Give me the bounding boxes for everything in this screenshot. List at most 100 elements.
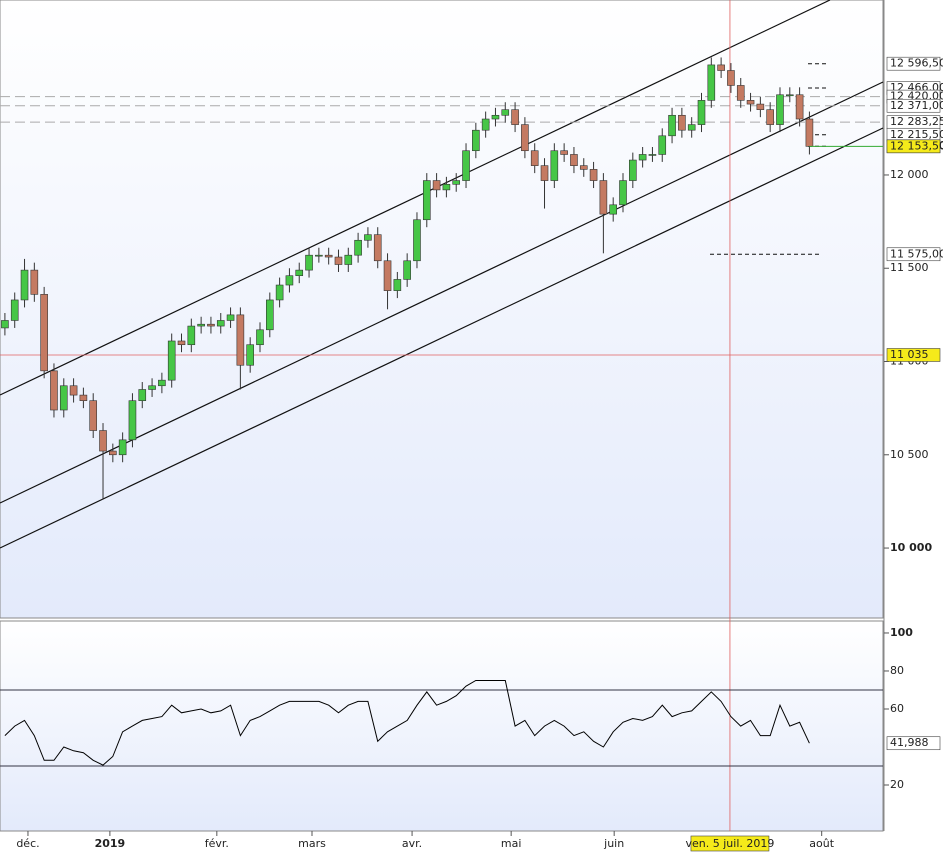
candle-body [158,379,166,387]
x-tick-label: juin [603,837,624,850]
level-label: 11 575,00 [890,247,943,260]
candle-body [687,124,696,131]
candle-body [246,344,254,366]
candle-body [373,234,382,262]
rsi-pane [0,620,884,832]
candle-body [187,325,196,346]
crosshair-x-label: ven. 5 juil. 2019 [686,837,775,850]
candle-body [40,294,48,372]
candle-body [413,219,421,262]
x-tick-label: mars [298,837,326,850]
candle-body [10,299,19,321]
candle-body [177,340,186,346]
candle-body [89,400,98,431]
candle-body [256,329,264,346]
y-tick-label: 12 000 [890,168,929,181]
candle-body [30,269,39,295]
candle-body [717,64,725,71]
y-tick-label: 80 [890,664,904,677]
candle-body [795,94,804,120]
candle-body [776,94,784,125]
channel-line [0,0,831,396]
candle-body [707,64,716,101]
candle-body [619,180,627,206]
candle-body [167,340,176,381]
candle-body [442,183,451,191]
candle-body [452,180,461,185]
level-label-box [886,56,941,71]
level-label: 12 371,00 [890,99,943,112]
candle-body [1,320,9,329]
x-tick-label: 2019 [95,837,126,850]
rsi-line [4,680,810,766]
candle-body [226,314,235,321]
candle-body [50,370,58,411]
level-label: 12 596,50 [890,57,943,70]
crosshair-x-box [690,835,770,852]
candle-body [658,135,667,155]
last-price-label: 12 153,50 [890,139,943,152]
candle-body [668,114,676,137]
crosshair-y-label-box [886,348,941,362]
x-tick-label: févr. [205,837,229,850]
candle-body [501,109,510,116]
candle-body [109,450,117,456]
candle-body [324,254,333,258]
x-tick-label: mai [501,837,522,850]
x-tick-label: avr. [402,837,422,850]
candle-body [560,150,568,155]
candle-body [79,394,88,401]
candle-body [678,114,686,131]
candle-body [638,154,647,161]
candle-body [334,256,343,265]
candle-body [472,129,480,152]
candle-body [69,385,78,396]
candle-body [364,234,372,241]
candle-body [579,165,588,170]
candle-body [344,254,353,265]
candle-body [766,109,774,125]
candle-body [648,154,657,156]
candle-body [197,323,205,327]
candle-body [462,150,470,181]
candle-body [266,299,274,331]
candle-body [511,109,519,125]
candle-body [207,323,215,327]
candle-body [746,100,755,105]
candle-body [216,320,225,327]
y-tick-label: 20 [890,778,904,791]
candle-body [432,180,441,191]
candle-body [609,204,617,215]
rsi-last-label-box [886,736,941,751]
candle-body [236,314,245,366]
y-tick-label: 10 000 [890,541,932,554]
candle-body [305,254,313,271]
price-pane [0,0,884,619]
channel-line [0,81,884,504]
candle-body [422,180,431,221]
candle-body [727,70,735,86]
candle-body [481,118,490,131]
candle-body [540,165,549,181]
level-label-box [886,98,941,113]
candle-body [756,103,765,110]
level-label-box [886,247,941,262]
candle-body [138,389,147,401]
candle-body [521,124,529,152]
y-tick-label: 60 [890,702,904,715]
candle-body [148,385,156,390]
channel-line [0,127,884,549]
last-price-label-box [886,139,941,154]
crosshair-y-label: 11 035 [890,348,929,361]
candle-body [295,269,304,277]
y-tick-label: 100 [890,626,913,639]
candle-body [491,114,500,120]
candle-body [20,269,29,301]
candle-body [550,150,559,181]
level-label: 12 215,50 [890,128,943,141]
candle-body [785,94,794,97]
candle-body [589,169,598,181]
candle-body [285,275,294,286]
